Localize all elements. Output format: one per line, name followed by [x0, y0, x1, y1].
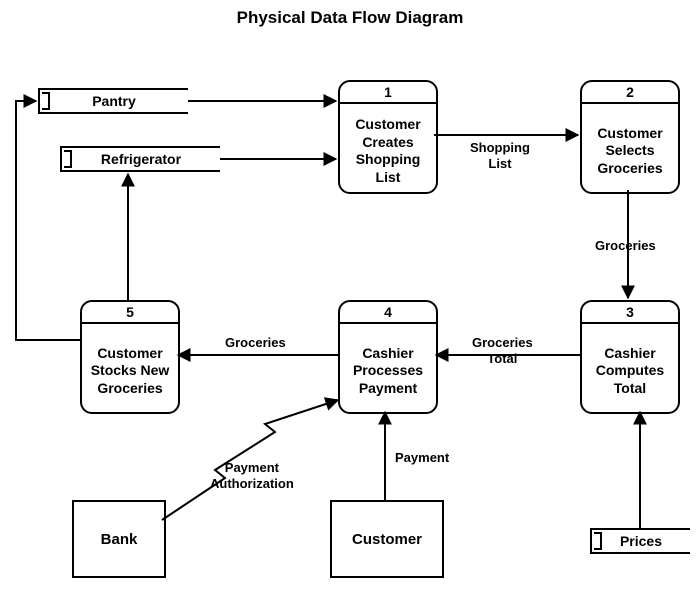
datastore-refrigerator: Refrigerator: [60, 146, 220, 172]
external-customer-label: Customer: [352, 531, 422, 548]
process-5: 5 Customer Stocks New Groceries: [80, 300, 180, 414]
flow-label-payment-auth: Payment Authorization: [210, 460, 294, 491]
datastore-prices-label: Prices: [620, 533, 662, 549]
flow-label-shopping-list: Shopping List: [470, 140, 530, 171]
process-1-number: 1: [340, 82, 436, 104]
process-2-number: 2: [582, 82, 678, 104]
process-4-label: Cashier Processes Payment: [340, 324, 436, 414]
datastore-pantry: Pantry: [38, 88, 188, 114]
datastore-prices: Prices: [590, 528, 690, 554]
process-1-label: Customer Creates Shopping List: [340, 104, 436, 194]
process-2: 2 Customer Selects Groceries: [580, 80, 680, 194]
flow-label-groceries-total: Groceries Total: [472, 335, 533, 366]
datastore-refrigerator-label: Refrigerator: [101, 151, 181, 167]
process-3-number: 3: [582, 302, 678, 324]
process-3: 3 Cashier Computes Total: [580, 300, 680, 414]
process-2-label: Customer Selects Groceries: [582, 104, 678, 194]
process-5-number: 5: [82, 302, 178, 324]
external-customer: Customer: [330, 500, 444, 578]
flow-label-payment: Payment: [395, 450, 449, 466]
process-1: 1 Customer Creates Shopping List: [338, 80, 438, 194]
diagram-title: Physical Data Flow Diagram: [0, 8, 700, 28]
external-bank: Bank: [72, 500, 166, 578]
process-4-number: 4: [340, 302, 436, 324]
process-4: 4 Cashier Processes Payment: [338, 300, 438, 414]
flow-label-groceries-1: Groceries: [595, 238, 656, 254]
process-5-label: Customer Stocks New Groceries: [82, 324, 178, 414]
process-3-label: Cashier Computes Total: [582, 324, 678, 414]
external-bank-label: Bank: [101, 531, 138, 548]
datastore-pantry-label: Pantry: [92, 93, 136, 109]
flow-label-groceries-2: Groceries: [225, 335, 286, 351]
